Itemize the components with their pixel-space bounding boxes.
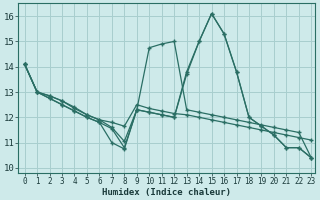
X-axis label: Humidex (Indice chaleur): Humidex (Indice chaleur) [102,188,231,197]
